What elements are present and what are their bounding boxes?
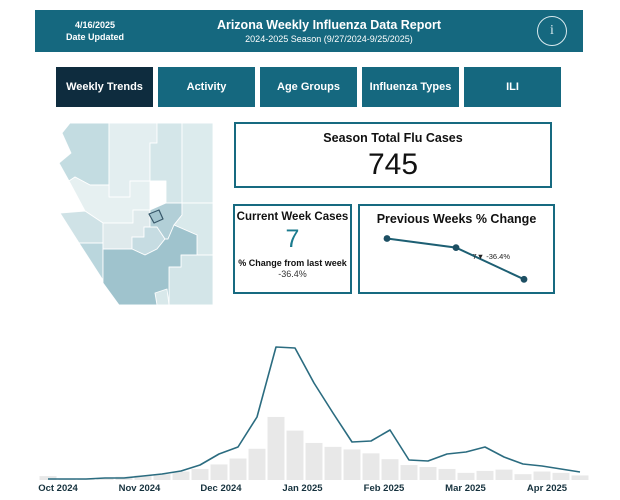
- previous-weeks-line-chart: 7▼ -36.4%: [383, 235, 528, 283]
- header-titles: Arizona Weekly Influenza Data Report 202…: [155, 10, 503, 52]
- county-pima[interactable]: [102, 224, 198, 306]
- weekly-cases-bar[interactable]: [533, 471, 551, 480]
- weekly-cases-bar[interactable]: [343, 449, 361, 480]
- weekly-cases-bar[interactable]: [324, 446, 342, 480]
- previous-weeks-title: Previous Weeks % Change: [376, 212, 537, 226]
- weekly-cases-trend-chart[interactable]: Oct 2024 Nov 2024 Dec 2024 Jan 2025 Feb 2025…: [30, 330, 610, 498]
- weekly-cases-bar[interactable]: [438, 468, 456, 480]
- tab-age-groups[interactable]: Age Groups: [260, 67, 357, 107]
- weekly-cases-bar[interactable]: [39, 476, 57, 480]
- current-week-title: Current Week Cases: [236, 211, 349, 223]
- tab-influenza-types[interactable]: Influenza Types: [362, 67, 459, 107]
- percent-change-annotation: 7▼ -36.4%: [473, 252, 511, 261]
- weekly-cases-bar[interactable]: [476, 470, 494, 480]
- x-axis-label: Jan 2025: [282, 483, 323, 494]
- current-week-value: 7: [285, 225, 300, 253]
- x-axis-label: Dec 2024: [200, 483, 242, 494]
- tab-weekly-trends[interactable]: Weekly Trends: [56, 67, 153, 107]
- report-header: 4/16/2025 Date Updated Arizona Weekly In…: [35, 10, 583, 52]
- weekly-cases-bar[interactable]: [495, 469, 513, 480]
- dashboard-tabs: Weekly Trends Activity Age Groups Influe…: [56, 67, 561, 107]
- weekly-cases-bar[interactable]: [305, 442, 323, 480]
- tab-activity[interactable]: Activity: [158, 67, 255, 107]
- date-updated-value: 4/16/2025: [74, 20, 116, 30]
- weekly-cases-bar[interactable]: [381, 459, 399, 480]
- weekly-cases-bar[interactable]: [172, 471, 190, 480]
- county-santa-cruz[interactable]: [154, 288, 170, 306]
- date-updated-label: Date Updated: [65, 32, 124, 42]
- weekly-cases-bar[interactable]: [419, 467, 437, 480]
- season-subtitle: 2024-2025 Season (9/27/2024-9/25/2025): [245, 34, 413, 44]
- season-total-value: 745: [367, 148, 419, 181]
- weekly-cases-bar[interactable]: [362, 453, 380, 480]
- trend-line: [48, 346, 581, 480]
- previous-weeks-card: Previous Weeks % Change 7▼ -36.4%: [358, 204, 555, 294]
- weekly-cases-bar[interactable]: [514, 474, 532, 480]
- info-icon[interactable]: i: [537, 16, 567, 46]
- current-week-change-value: -36.4%: [278, 269, 307, 279]
- weekly-cases-bar[interactable]: [552, 472, 570, 480]
- weekly-cases-bar[interactable]: [457, 472, 475, 480]
- percent-change-point[interactable]: [383, 235, 391, 242]
- weekly-cases-bar[interactable]: [153, 474, 171, 480]
- current-week-change-label: % Change from last week: [238, 258, 347, 268]
- date-updated-block: 4/16/2025 Date Updated: [35, 10, 155, 52]
- page-title: Arizona Weekly Influenza Data Report: [216, 18, 442, 32]
- county-mohave[interactable]: [58, 122, 110, 186]
- percent-change-point[interactable]: [520, 275, 528, 283]
- weekly-cases-bar[interactable]: [134, 475, 152, 480]
- weekly-cases-bar[interactable]: [267, 416, 285, 480]
- weekly-cases-bar[interactable]: [248, 448, 266, 480]
- weekly-cases-bar[interactable]: [229, 458, 247, 480]
- x-axis-label: Nov 2024: [119, 483, 161, 494]
- tab-ili[interactable]: ILI: [464, 67, 561, 107]
- weekly-cases-bar[interactable]: [286, 430, 304, 480]
- weekly-cases-bar[interactable]: [400, 465, 418, 480]
- x-axis-label: Apr 2025: [527, 483, 568, 494]
- weekly-cases-bar[interactable]: [571, 475, 589, 480]
- percent-change-point[interactable]: [452, 244, 460, 251]
- county-apache[interactable]: [181, 122, 214, 204]
- x-axis-label: Mar 2025: [445, 483, 486, 494]
- county-highlighted-small-county[interactable]: [148, 209, 164, 224]
- weekly-cases-bar[interactable]: [191, 468, 209, 480]
- current-week-card: Current Week Cases 7 % Change from last …: [233, 204, 352, 294]
- season-total-title: Season Total Flu Cases: [323, 131, 463, 145]
- x-axis-label: Oct 2024: [38, 483, 78, 494]
- weekly-cases-bar[interactable]: [96, 478, 114, 480]
- weekly-cases-bar[interactable]: [210, 464, 228, 480]
- season-total-card: Season Total Flu Cases 745: [234, 122, 552, 188]
- arizona-county-map[interactable]: [45, 113, 215, 310]
- x-axis-label: Feb 2025: [364, 483, 405, 494]
